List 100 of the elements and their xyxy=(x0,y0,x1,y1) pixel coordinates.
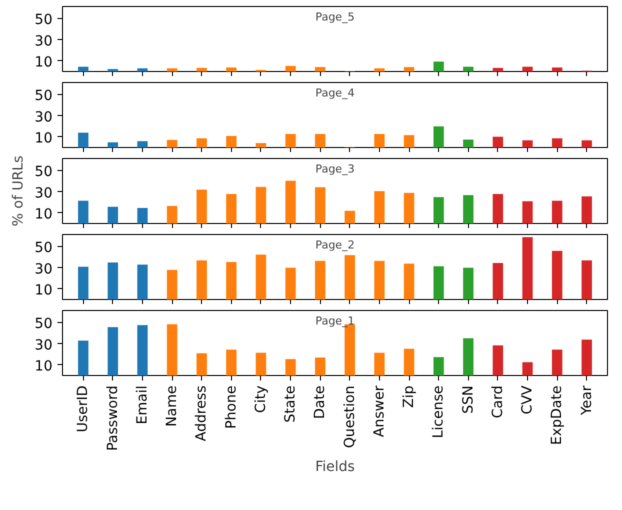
bar xyxy=(166,324,178,376)
bar xyxy=(285,66,296,72)
bar xyxy=(108,142,118,148)
x-tick-label: Date xyxy=(312,385,328,419)
x-tick-label: Email xyxy=(134,386,150,424)
x-tick-label: Year xyxy=(578,385,595,416)
x-tick-label: Address xyxy=(194,385,210,442)
bar xyxy=(137,208,148,224)
y-tick-label: 30 xyxy=(34,109,53,126)
bar xyxy=(552,350,562,376)
bar xyxy=(463,140,474,148)
bar xyxy=(433,62,444,72)
bar xyxy=(315,358,326,376)
bar xyxy=(404,135,414,148)
chart-title: Page_3 xyxy=(315,162,355,176)
x-tick-label: Zip xyxy=(401,385,418,408)
bar xyxy=(374,260,385,300)
bar xyxy=(374,352,385,376)
bar xyxy=(196,260,207,300)
y-tick-label: 30 xyxy=(34,33,53,50)
x-tick-label: CVV xyxy=(520,385,536,414)
bar xyxy=(196,68,207,72)
chart-title: Page_2 xyxy=(315,238,355,252)
bar xyxy=(166,270,178,300)
y-tick-label: 30 xyxy=(34,261,53,278)
bar xyxy=(196,353,207,376)
bar xyxy=(137,68,148,72)
bar xyxy=(256,352,266,376)
bar xyxy=(552,250,562,300)
x-tick-label: UserID xyxy=(75,385,92,432)
bar xyxy=(137,141,148,148)
y-tick-label: 10 xyxy=(34,206,53,222)
x-tick-label: Password xyxy=(104,385,121,451)
bar xyxy=(492,68,504,72)
y-tick-label: 10 xyxy=(34,358,53,374)
bar xyxy=(582,140,592,148)
y-tick-label: 50 xyxy=(34,240,53,256)
bar xyxy=(552,138,562,148)
y-tick-label: 50 xyxy=(34,12,53,28)
bar xyxy=(492,194,504,224)
bar xyxy=(433,266,444,300)
bar xyxy=(522,237,533,300)
bar xyxy=(166,140,178,148)
y-tick-label: 30 xyxy=(34,337,53,354)
bar xyxy=(166,68,178,72)
x-tick-label: Question xyxy=(342,385,358,448)
bar xyxy=(522,201,533,224)
x-tick-label: License xyxy=(430,386,447,438)
y-tick-label: 50 xyxy=(34,88,53,104)
bar xyxy=(137,264,148,300)
bar xyxy=(522,362,533,376)
bar xyxy=(492,345,504,376)
y-tick-label: 50 xyxy=(34,316,53,332)
x-axis-title: Fields xyxy=(315,458,355,475)
y-tick-label: 10 xyxy=(34,282,53,298)
bar xyxy=(226,350,237,376)
bar xyxy=(404,192,414,224)
bar xyxy=(522,66,533,72)
y-tick-label: 10 xyxy=(34,54,53,70)
bar xyxy=(552,200,562,224)
bar xyxy=(492,263,504,300)
bar xyxy=(315,260,326,300)
bar xyxy=(433,126,444,148)
bar xyxy=(226,194,237,224)
bar xyxy=(315,134,326,148)
chart-title: Page_5 xyxy=(315,10,355,24)
y-tick-label: 30 xyxy=(34,185,53,202)
bar xyxy=(256,254,266,300)
chart-title: Page_4 xyxy=(315,86,355,100)
bar xyxy=(285,134,296,148)
chart-title: Page_1 xyxy=(315,314,355,328)
bar xyxy=(315,187,326,224)
bar xyxy=(256,186,266,224)
bar xyxy=(78,266,88,300)
bar xyxy=(166,206,178,224)
y-tick-label: 50 xyxy=(34,164,53,180)
bar xyxy=(374,68,385,72)
bar xyxy=(492,136,504,148)
bar xyxy=(108,262,118,300)
x-tick-label: City xyxy=(252,385,269,413)
bar xyxy=(256,143,266,148)
bar xyxy=(582,260,592,300)
bar xyxy=(108,206,118,224)
x-tick-label: Card xyxy=(490,385,506,418)
bar xyxy=(463,66,474,72)
bar xyxy=(78,132,88,148)
bar xyxy=(433,197,444,224)
bar xyxy=(285,268,296,300)
bar xyxy=(463,195,474,224)
bar xyxy=(78,66,88,72)
x-tick-label: State xyxy=(282,385,299,423)
bar xyxy=(108,327,118,376)
bar xyxy=(78,200,88,224)
y-axis-title: % of URLs xyxy=(10,156,27,226)
x-tick-label: Answer xyxy=(371,385,388,438)
bar xyxy=(196,190,207,224)
bar xyxy=(522,140,533,148)
x-tick-label: Phone xyxy=(223,385,240,429)
y-tick-label: 10 xyxy=(34,130,53,146)
bar xyxy=(433,357,444,376)
